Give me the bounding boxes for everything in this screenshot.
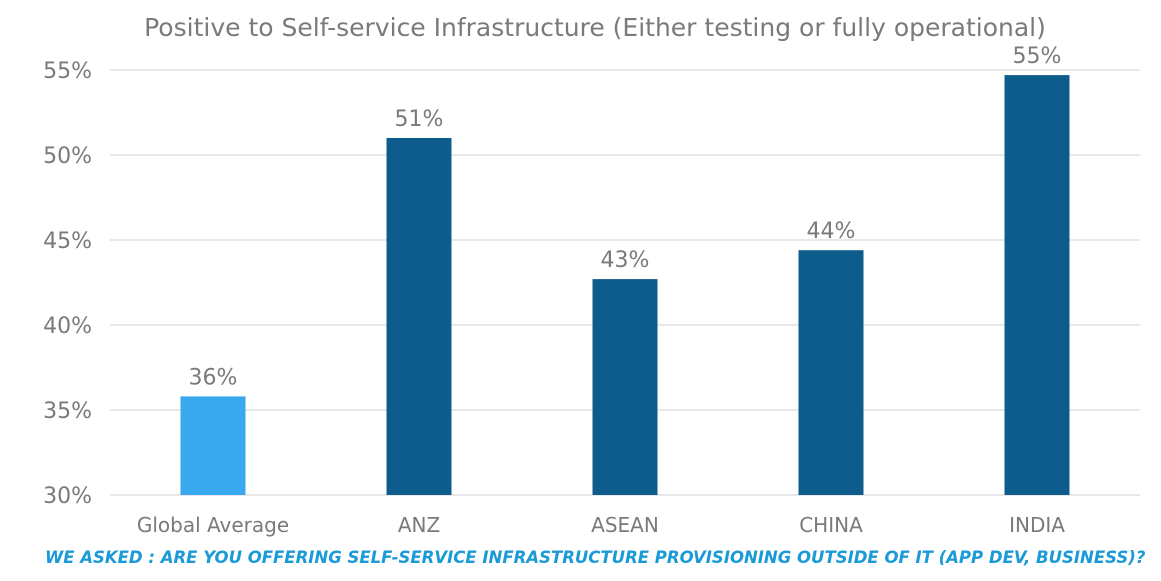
footnote: WE ASKED : ARE YOU OFFERING SELF-SERVICE… — [45, 548, 1146, 567]
x-tick-label: Global Average — [137, 513, 289, 537]
chart-title: Positive to Self-service Infrastructure … — [144, 13, 1046, 42]
y-axis: 30% 35% 40% 45% 50% 55% — [43, 59, 92, 509]
data-labels: 36% 51% 43% 44% 55% — [189, 44, 1062, 390]
bar — [386, 138, 452, 495]
y-tick-label: 55% — [43, 59, 92, 84]
x-tick-label: ASEAN — [591, 513, 659, 537]
x-axis: Global Average ANZ ASEAN CHINA INDIA — [137, 513, 1065, 537]
x-tick-label: CHINA — [799, 513, 863, 537]
x-tick-label: ANZ — [398, 513, 440, 537]
y-tick-label: 50% — [43, 144, 92, 169]
y-tick-label: 35% — [43, 399, 92, 424]
data-label: 44% — [807, 219, 856, 244]
bar — [592, 279, 658, 495]
data-label: 36% — [189, 365, 238, 390]
x-tick-label: INDIA — [1009, 513, 1065, 537]
y-tick-label: 30% — [43, 484, 92, 509]
y-tick-label: 40% — [43, 314, 92, 339]
y-tick-label: 45% — [43, 229, 92, 254]
data-label: 43% — [601, 248, 650, 273]
bar — [798, 250, 864, 495]
data-label: 55% — [1013, 44, 1062, 69]
data-label: 51% — [395, 107, 444, 132]
bars — [180, 75, 1070, 495]
bar — [180, 396, 246, 495]
bar — [1004, 75, 1070, 495]
